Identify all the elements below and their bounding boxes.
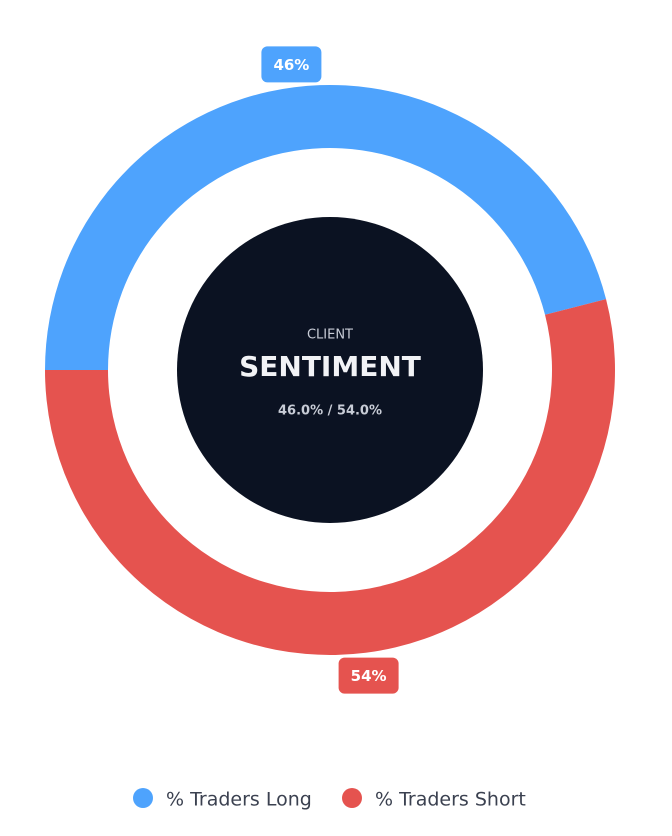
value-label: 46% bbox=[273, 56, 309, 74]
legend-label: % Traders Short bbox=[375, 789, 526, 811]
center-label: CLIENT bbox=[307, 328, 353, 343]
center-detail: 46.0% / 54.0% bbox=[278, 404, 382, 419]
legend-label: % Traders Long bbox=[166, 789, 312, 811]
slice bbox=[45, 84, 607, 370]
legend-swatch bbox=[133, 788, 153, 808]
legend-swatch bbox=[342, 788, 362, 808]
center-title: SENTIMENT bbox=[239, 350, 421, 383]
value-label-box bbox=[338, 657, 399, 694]
slice bbox=[45, 299, 615, 655]
value-label: 54% bbox=[351, 667, 387, 685]
center-disc bbox=[177, 217, 483, 523]
value-label-box bbox=[261, 46, 322, 83]
